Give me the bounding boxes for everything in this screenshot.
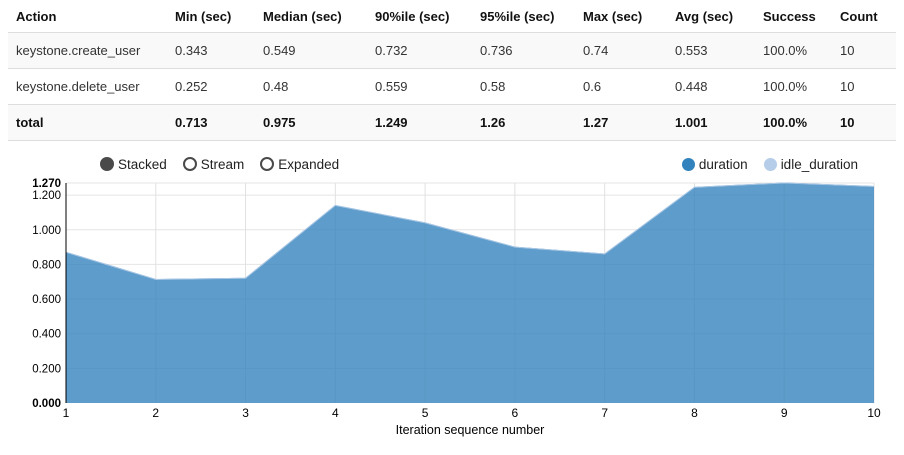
col-header-success: Success [763, 9, 816, 24]
table-cell: 0.975 [255, 104, 367, 141]
legend-item-idle-duration[interactable]: idle_duration [763, 156, 858, 172]
legend-item-duration[interactable]: duration [681, 156, 748, 172]
col-header-max: Max (sec) [583, 9, 643, 24]
duration-series-dot-icon [681, 157, 695, 171]
table-cell: 0.713 [167, 104, 255, 141]
table-cell: 0.549 [255, 32, 367, 69]
idle-duration-series-dot-icon [763, 157, 777, 171]
col-header-median: Median (sec) [263, 9, 342, 24]
chart-controls-row: Stacked Stream Expanded duration idle_du… [0, 152, 904, 176]
table-cell: 0.448 [667, 68, 755, 105]
legend-duration-label: duration [698, 156, 748, 172]
legend-idle-duration-label: idle_duration [780, 156, 858, 172]
table-cell: 0.74 [575, 32, 667, 69]
x-tick-label: 6 [512, 406, 519, 420]
x-tick-label: 8 [691, 406, 698, 420]
radio-stream[interactable]: Stream [182, 156, 245, 172]
y-tick-label: 1.270 [32, 178, 61, 190]
table-cell: 10 [832, 104, 896, 141]
x-tick-label: 7 [601, 406, 608, 420]
table-header-row: Action Min (sec) Median (sec) 90%ile (se… [8, 0, 896, 33]
col-header-min: Min (sec) [175, 9, 232, 24]
x-tick-label: 2 [152, 406, 159, 420]
table-cell: keystone.create_user [8, 32, 167, 69]
radio-stacked[interactable]: Stacked [100, 157, 167, 172]
table-cell: 0.58 [472, 68, 575, 105]
table-cell: total [8, 104, 167, 141]
radio-expanded-label: Expanded [278, 156, 340, 172]
table-row-create-user: keystone.create_user 0.343 0.549 0.732 0… [8, 32, 896, 69]
radio-stacked-label: Stacked [118, 156, 167, 172]
table-row-total: total 0.713 0.975 1.249 1.26 1.27 1.001 … [8, 104, 896, 141]
area-edge-idle_duration [65, 182, 875, 280]
col-header-95ile: 95%ile (sec) [480, 9, 555, 24]
table-cell: 100.0% [755, 104, 832, 141]
chart-mode-radio-group: Stacked Stream Expanded [100, 157, 339, 172]
col-header-90ile: 90%ile (sec) [375, 9, 450, 24]
table-cell: 100.0% [755, 68, 832, 105]
iteration-duration-chart[interactable]: 0.000 0.200 0.400 0.600 0.800 1.000 1.200 1.270… [0, 176, 904, 450]
table-cell: 0.559 [367, 68, 472, 105]
table-cell: 0.553 [667, 32, 755, 69]
x-tick-label: 5 [422, 406, 429, 420]
x-tick-label: 9 [781, 406, 788, 420]
table-cell: 0.732 [367, 32, 472, 69]
table-cell: 100.0% [755, 32, 832, 69]
x-tick-label: 1 [63, 406, 70, 420]
x-tick-label: 10 [867, 406, 881, 420]
table-row-delete-user: keystone.delete_user 0.252 0.48 0.559 0.… [8, 68, 896, 105]
benchmark-results-table: Action Min (sec) Median (sec) 90%ile (se… [8, 0, 896, 141]
table-cell: 0.48 [255, 68, 367, 105]
table-cell: 1.249 [367, 104, 472, 141]
radio-stream-label: Stream [200, 156, 245, 172]
x-axis-title: Iteration sequence number [396, 423, 545, 437]
table-cell: 0.343 [167, 32, 255, 69]
col-header-count: Count [840, 9, 878, 24]
col-header-action: Action [16, 9, 57, 24]
x-tick-label: 4 [332, 406, 339, 420]
radio-unselected-icon[interactable] [182, 157, 197, 171]
y-tick-label: 0.800 [32, 259, 61, 271]
y-tick-label: 0.600 [32, 294, 61, 306]
col-header-avg: Avg (sec) [675, 9, 734, 24]
table-cell: 10 [832, 68, 896, 105]
y-tick-label: 1.200 [32, 190, 61, 202]
table-cell: 0.6 [575, 68, 667, 105]
table-cell: 0.736 [472, 32, 575, 69]
radio-selected-icon[interactable] [100, 157, 114, 171]
table-cell: 10 [832, 32, 896, 69]
table-cell: 1.26 [472, 104, 575, 141]
table-cell: 1.27 [575, 104, 667, 141]
stacked-area-chart-svg[interactable]: 0.000 0.200 0.400 0.600 0.800 1.000 1.2001.270… [0, 176, 904, 450]
y-tick-label: 0.400 [32, 329, 61, 341]
y-tick-label: 0.000 [32, 398, 61, 410]
y-tick-label: 0.200 [32, 363, 61, 375]
chart-legend: duration idle_duration [681, 156, 858, 172]
table-cell: 1.001 [667, 104, 755, 141]
radio-expanded[interactable]: Expanded [260, 157, 339, 172]
y-tick-label: 1.000 [32, 225, 61, 237]
area-series-duration [66, 183, 874, 403]
radio-unselected-icon[interactable] [260, 157, 275, 171]
table-cell: 0.252 [167, 68, 255, 105]
x-tick-label: 3 [242, 406, 249, 420]
table-cell: keystone.delete_user [8, 68, 167, 105]
